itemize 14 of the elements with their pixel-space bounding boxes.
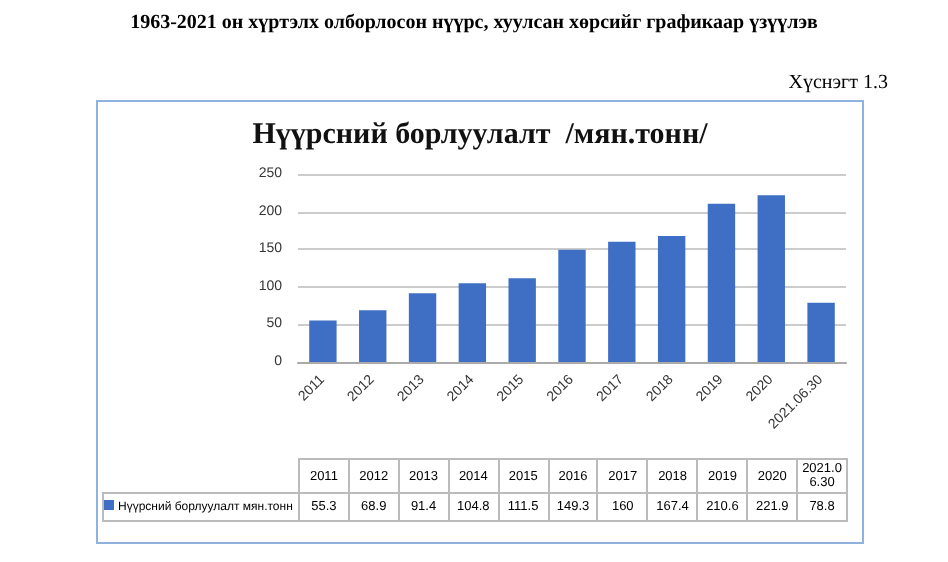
bar — [458, 283, 487, 362]
chart-subtitle: 1963-2021 он хүртэлх олборлосон нүүрс, хуулсан хөрсийг графикаар үзүүлэв — [128, 12, 820, 36]
bar — [359, 310, 387, 362]
bar — [408, 293, 437, 362]
bar — [309, 320, 337, 362]
bar — [608, 241, 636, 362]
chart-title: Нүүрсний борлуулалт /мян.тонн/ — [252, 119, 710, 151]
bar — [807, 302, 835, 362]
bar — [558, 249, 586, 362]
bar — [508, 278, 536, 362]
bar — [657, 236, 686, 362]
bar — [757, 195, 785, 362]
text: Хүснэгт 1.3 — [788, 72, 888, 94]
bar — [707, 203, 736, 362]
